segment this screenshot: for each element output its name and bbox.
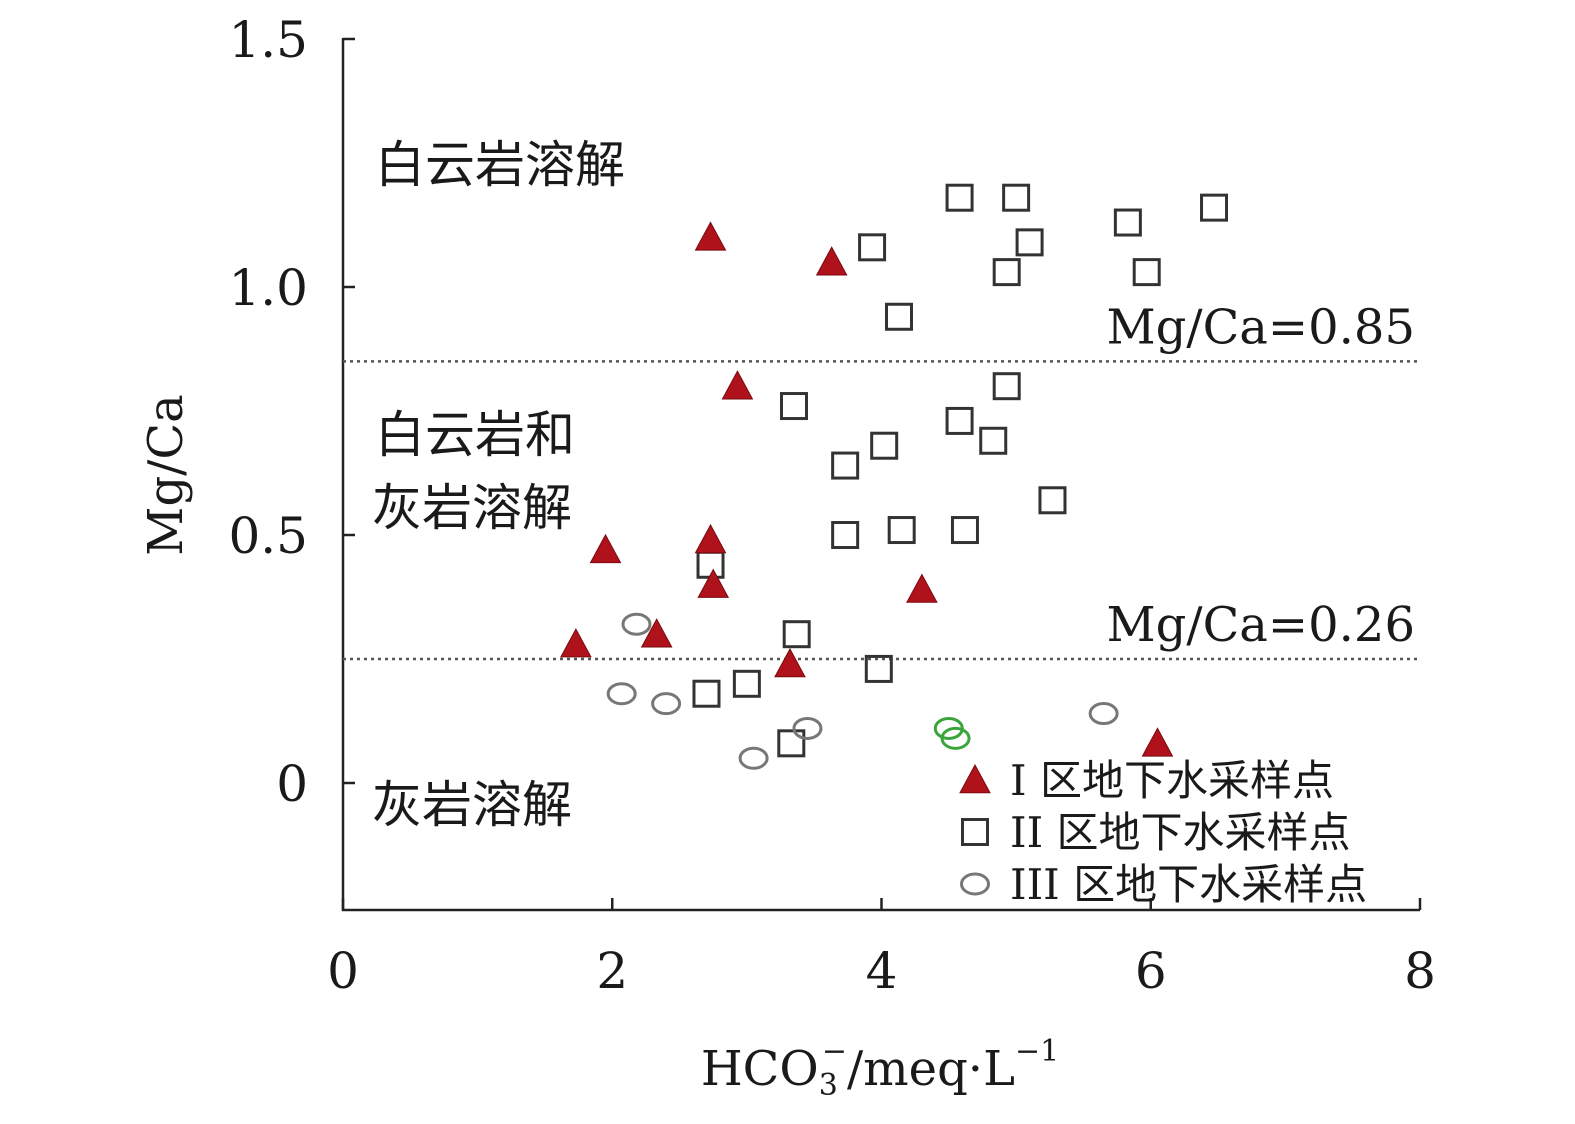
- point-square: [692, 679, 721, 708]
- point-circle: [940, 726, 971, 750]
- point-square: [887, 516, 916, 545]
- point-triangle: [694, 221, 727, 251]
- point-square: [696, 550, 725, 579]
- legend-label: I 区地下水采样点: [1010, 756, 1334, 805]
- point-square: [1015, 228, 1044, 257]
- x-tick-label: 6: [1135, 942, 1167, 1000]
- point-square: [885, 302, 914, 331]
- point-square: [831, 521, 860, 549]
- point-square: [779, 392, 808, 421]
- reference-line-label: Mg/Ca=0.85: [1107, 299, 1415, 355]
- point-square: [945, 183, 974, 212]
- point-square: [950, 516, 979, 545]
- point-square: [992, 258, 1021, 287]
- point-triangle: [906, 573, 938, 603]
- reference-line-label: Mg/Ca=0.26: [1107, 597, 1415, 653]
- point-square: [979, 426, 1008, 455]
- x-tick-label: 2: [596, 942, 628, 1000]
- point-square: [732, 669, 761, 698]
- point-circle: [651, 692, 682, 716]
- legend-marker-square: [961, 818, 989, 846]
- point-circle: [738, 746, 769, 770]
- point-triangle: [697, 568, 730, 598]
- point-square: [864, 654, 893, 683]
- point-triangle: [640, 618, 673, 648]
- region-label-mixed-line1: 白云岩和: [375, 406, 575, 464]
- point-square: [1002, 183, 1031, 212]
- point-square: [1113, 208, 1142, 237]
- y-tick-label: 1.0: [228, 259, 308, 317]
- x-axis-label-rest: /meq·L: [847, 1041, 1015, 1097]
- point-circle: [621, 612, 652, 636]
- point-square: [1132, 258, 1161, 287]
- y-axis-label: Mg/Ca: [138, 394, 194, 555]
- y-tick-label: 0: [276, 755, 308, 813]
- legend-label: II 区地下水采样点: [1010, 808, 1351, 857]
- x-axis-label-sup2: −1: [1015, 1034, 1059, 1069]
- reference-lines: Mg/Ca=0.85 Mg/Ca=0.26: [343, 299, 1420, 661]
- y-axis-ticks: 0 0.5 1.0 1.5: [228, 11, 355, 813]
- point-circle: [1088, 702, 1119, 726]
- point-triangle: [560, 628, 592, 658]
- region-label-mixed-line2: 灰岩溶解: [372, 479, 572, 537]
- point-triangle: [815, 246, 848, 276]
- legend-label: III 区地下水采样点: [1010, 860, 1367, 909]
- legend-marker-triangle: [959, 763, 991, 794]
- region-labels: 白云岩溶解 白云岩和 灰岩溶解 灰岩溶解: [372, 136, 625, 834]
- point-square: [831, 451, 860, 480]
- legend-marker-circle: [960, 872, 990, 896]
- point-triangle: [694, 523, 727, 554]
- point-triangle: [1141, 727, 1174, 757]
- data-points: [560, 183, 1229, 770]
- point-square: [992, 372, 1021, 401]
- point-square: [870, 431, 899, 460]
- point-square: [1200, 193, 1229, 222]
- point-circle: [792, 716, 823, 740]
- x-tick-label: 4: [866, 942, 898, 1000]
- point-square: [1038, 486, 1067, 515]
- y-tick-label: 1.5: [228, 11, 308, 69]
- point-square: [858, 233, 887, 262]
- point-square: [782, 620, 811, 649]
- y-tick-label: 0.5: [228, 507, 308, 565]
- point-square: [777, 729, 806, 758]
- x-axis-label-main: HCO: [701, 1041, 819, 1097]
- point-square: [945, 406, 974, 435]
- point-circle: [606, 682, 637, 706]
- point-triangle: [774, 647, 806, 678]
- x-tick-label: 0: [327, 942, 359, 1000]
- x-axis-label-sub: 3: [819, 1068, 838, 1103]
- x-tick-label: 8: [1404, 942, 1436, 1000]
- point-triangle: [589, 533, 622, 564]
- x-axis-label: HCO3−/meq·L−1: [701, 1034, 1059, 1103]
- x-axis-label-sup1: −: [822, 1034, 847, 1069]
- region-label-limestone: 灰岩溶解: [372, 776, 572, 834]
- x-axis-ticks: 0 2 4 6 8: [327, 898, 1436, 1000]
- point-triangle: [721, 370, 754, 400]
- region-label-dolomite: 白云岩溶解: [375, 136, 625, 194]
